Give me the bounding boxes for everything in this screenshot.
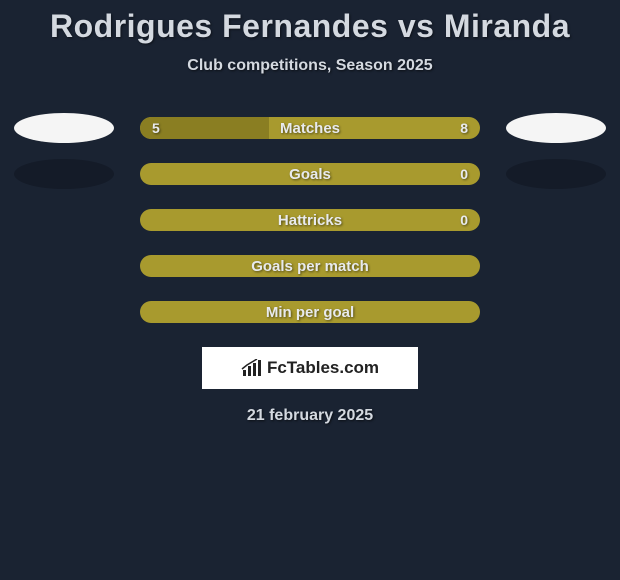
stat-value-right: 0 xyxy=(460,166,468,182)
stat-label: Hattricks xyxy=(140,212,480,229)
logo-box: FcTables.com xyxy=(202,347,418,389)
stat-label: Goals xyxy=(140,166,480,183)
stat-label: Min per goal xyxy=(140,304,480,321)
logo-content: FcTables.com xyxy=(241,358,379,378)
date-text: 21 february 2025 xyxy=(0,407,620,425)
stat-label: Goals per match xyxy=(140,258,480,275)
player-left-marker xyxy=(14,113,114,143)
stat-bar: Hattricks0 xyxy=(140,209,480,231)
stat-value-right: 8 xyxy=(460,120,468,136)
stat-row: Min per goal xyxy=(0,301,620,323)
stat-bar: Min per goal xyxy=(140,301,480,323)
player-left-marker xyxy=(14,159,114,189)
logo-text: FcTables.com xyxy=(267,358,379,378)
stat-label: Matches xyxy=(140,120,480,137)
player-right-marker xyxy=(506,113,606,143)
stat-value-right: 0 xyxy=(460,212,468,228)
subtitle: Club competitions, Season 2025 xyxy=(0,57,620,75)
stat-row: 5Matches8 xyxy=(0,117,620,139)
stats-area: 5Matches8Goals0Hattricks0Goals per match… xyxy=(0,117,620,323)
page-title: Rodrigues Fernandes vs Miranda xyxy=(0,8,620,45)
stat-bar: Goals per match xyxy=(140,255,480,277)
stat-row: Goals per match xyxy=(0,255,620,277)
stat-bar: Goals0 xyxy=(140,163,480,185)
chart-icon xyxy=(241,359,263,377)
stat-row: Hattricks0 xyxy=(0,209,620,231)
stat-bar: 5Matches8 xyxy=(140,117,480,139)
player-right-marker xyxy=(506,159,606,189)
stat-row: Goals0 xyxy=(0,163,620,185)
comparison-container: Rodrigues Fernandes vs Miranda Club comp… xyxy=(0,0,620,425)
